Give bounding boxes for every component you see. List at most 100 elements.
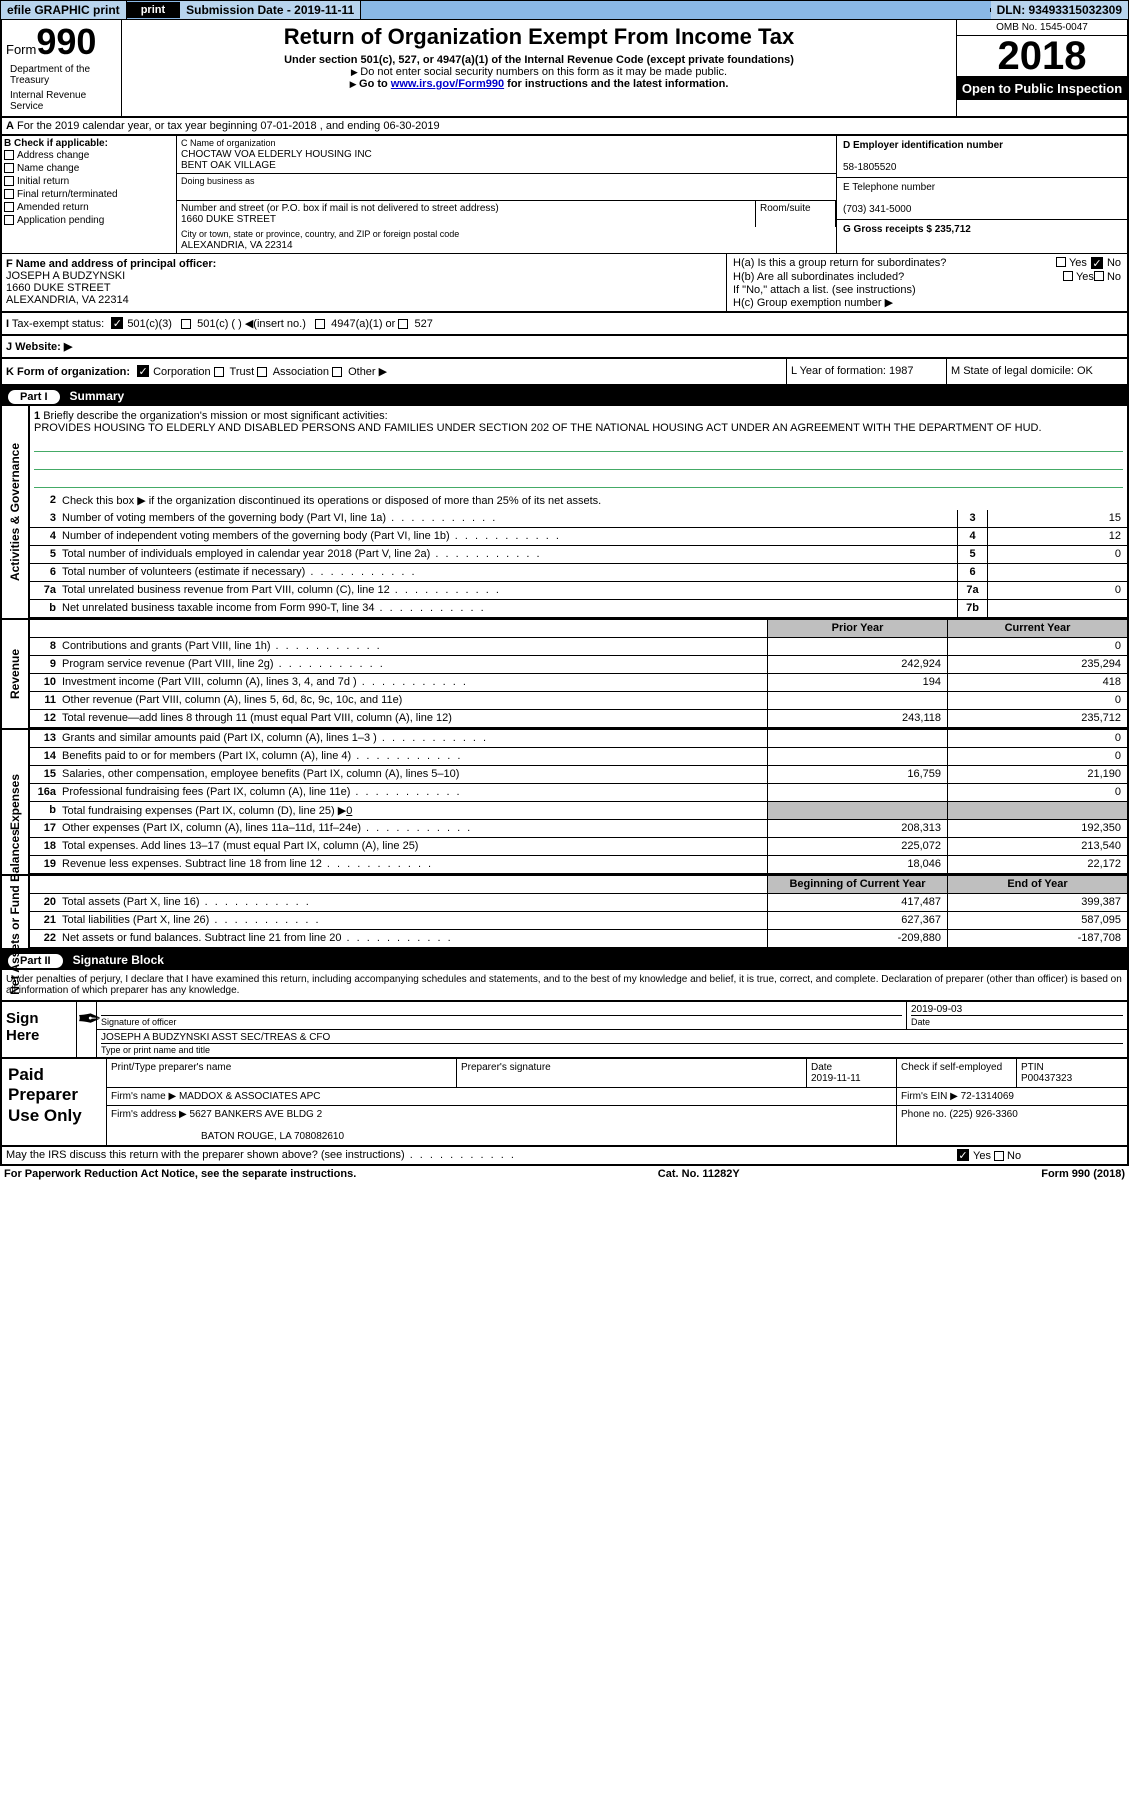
col-h-group: H(a) Is this a group return for subordin… xyxy=(727,254,1127,311)
i-label: Tax-exempt status: xyxy=(12,318,104,330)
phone-label: E Telephone number xyxy=(843,182,935,193)
ein-value: 58-1805520 xyxy=(843,162,896,173)
j-label: J Website: ▶ xyxy=(6,341,72,353)
cat-no: Cat. No. 11282Y xyxy=(658,1168,740,1180)
ha-no: No xyxy=(1107,257,1121,269)
col-c-org: C Name of organizationCHOCTAW VOA ELDERL… xyxy=(177,136,837,253)
part2-title: Signature Block xyxy=(73,953,164,967)
part2-header: Part IISignature Block xyxy=(0,950,1129,970)
col-d-right: D Employer identification number 58-18055… xyxy=(837,136,1127,253)
ptin-label: PTIN xyxy=(1021,1062,1044,1073)
opt-501c: 501(c) ( ) ◀(insert no.) xyxy=(197,318,306,330)
section-fh: F Name and address of principal officer:… xyxy=(0,253,1129,313)
hdr-prior: Prior Year xyxy=(767,620,947,637)
officer-name: JOSEPH A BUDZYNSKI xyxy=(6,270,125,282)
sign-here-section: Sign Here ✒ Signature of officer 2019-09… xyxy=(0,1002,1129,1059)
line9: Program service revenue (Part VIII, line… xyxy=(58,656,767,673)
hc-label: H(c) Group exemption number ▶ xyxy=(733,296,1121,309)
sig-date-label: Date xyxy=(911,1015,1123,1027)
print-button[interactable]: print xyxy=(127,2,180,18)
e22: -187,708 xyxy=(947,930,1127,947)
form-title: Return of Organization Exempt From Incom… xyxy=(126,24,952,50)
line10: Investment income (Part VIII, column (A)… xyxy=(58,674,767,691)
dln-label: DLN: 93493315032309 xyxy=(991,1,1128,19)
street-addr: 1660 DUKE STREET xyxy=(181,214,276,225)
phone-value: (703) 341-5000 xyxy=(843,204,911,215)
footer: For Paperwork Reduction Act Notice, see … xyxy=(0,1166,1129,1182)
opt-4947: 4947(a)(1) or xyxy=(331,318,395,330)
ptin-value: P00437323 xyxy=(1021,1073,1072,1084)
hdr-end: End of Year xyxy=(947,876,1127,893)
discuss-yesno[interactable]: ✓Yes No xyxy=(947,1147,1127,1164)
p11 xyxy=(767,692,947,709)
vlabel-revenue: Revenue xyxy=(2,620,30,728)
form-subtitle: Under section 501(c), 527, or 4947(a)(1)… xyxy=(126,54,952,66)
f-label: F Name and address of principal officer: xyxy=(6,258,216,270)
cb-pending[interactable]: Application pending xyxy=(4,214,174,227)
cb-amended[interactable]: Amended return xyxy=(4,201,174,214)
line1-label: Briefly describe the organization's miss… xyxy=(43,410,387,422)
val7a: 0 xyxy=(987,582,1127,599)
form-number-box: Form990 Department of the Treasury Inter… xyxy=(2,20,122,116)
line6: Total number of volunteers (estimate if … xyxy=(58,564,957,581)
paid-preparer-label: Paid Preparer Use Only xyxy=(2,1059,107,1145)
cb-initial[interactable]: Initial return xyxy=(4,175,174,188)
col-f-officer: F Name and address of principal officer:… xyxy=(2,254,727,311)
line2: Check this box ▶ if the organization dis… xyxy=(58,492,1127,510)
irs-link[interactable]: www.irs.gov/Form990 xyxy=(391,78,504,90)
line11: Other revenue (Part VIII, column (A), li… xyxy=(58,692,767,709)
line12: Total revenue—add lines 8 through 11 (mu… xyxy=(58,710,767,727)
p17: 208,313 xyxy=(767,820,947,837)
c16a: 0 xyxy=(947,784,1127,801)
p13 xyxy=(767,730,947,747)
line5: Total number of individuals employed in … xyxy=(58,546,957,563)
declaration-text: Under penalties of perjury, I declare th… xyxy=(0,970,1129,1002)
netassets-section: Net Assets or Fund Balances Beginning of… xyxy=(0,876,1129,950)
omb-column: OMB No. 1545-0047 2018 Open to Public In… xyxy=(957,20,1127,116)
sign-here-label: Sign Here xyxy=(2,1002,77,1057)
val5: 0 xyxy=(987,546,1127,563)
b-header: B Check if applicable: xyxy=(4,138,108,149)
ein-label: D Employer identification number xyxy=(843,140,1003,151)
hdr-begin: Beginning of Current Year xyxy=(767,876,947,893)
part1-title: Summary xyxy=(70,389,125,403)
public-inspection: Open to Public Inspection xyxy=(957,77,1127,100)
c17: 192,350 xyxy=(947,820,1127,837)
c18: 213,540 xyxy=(947,838,1127,855)
vlabel-activities: Activities & Governance xyxy=(2,406,30,618)
sig-date: 2019-09-03 xyxy=(911,1004,962,1015)
org-name2: BENT OAK VILLAGE xyxy=(181,160,276,171)
col-b-checkboxes: B Check if applicable: Address change Na… xyxy=(2,136,177,253)
cb-address[interactable]: Address change xyxy=(4,149,174,162)
vlabel-netassets: Net Assets or Fund Balances xyxy=(2,876,30,948)
mission-block: 1 Briefly describe the organization's mi… xyxy=(30,406,1127,492)
hb-note: If "No," attach a list. (see instruction… xyxy=(733,284,1121,296)
line22: Net assets or fund balances. Subtract li… xyxy=(58,930,767,947)
p8 xyxy=(767,638,947,655)
c12: 235,712 xyxy=(947,710,1127,727)
part1-header: Part I Summary xyxy=(0,386,1129,406)
sig-name: JOSEPH A BUDZYNSKI ASST SEC/TREAS & CFO xyxy=(101,1032,330,1043)
row-a: A For the 2019 calendar year, or tax yea… xyxy=(0,118,1129,136)
b22: -209,880 xyxy=(767,930,947,947)
hdr-current: Current Year xyxy=(947,620,1127,637)
self-employed-check[interactable]: Check if self-employed xyxy=(897,1059,1017,1087)
hb-label: H(b) Are all subordinates included? xyxy=(733,271,1063,283)
line14: Benefits paid to or for members (Part IX… xyxy=(58,748,767,765)
sign-arrow-icon: ✒ xyxy=(77,1002,97,1057)
cb-name[interactable]: Name change xyxy=(4,162,174,175)
501c3-checked: ✓ xyxy=(111,317,123,329)
part1-pill: Part I xyxy=(8,390,60,404)
gross-receipts: G Gross receipts $ 235,712 xyxy=(843,224,971,235)
line13: Grants and similar amounts paid (Part IX… xyxy=(58,730,767,747)
firm-ein-label: Firm's EIN ▶ xyxy=(901,1091,958,1102)
activities-section: Activities & Governance 1 Briefly descri… xyxy=(0,406,1129,620)
p12: 243,118 xyxy=(767,710,947,727)
efile-label: efile GRAPHIC print xyxy=(1,1,127,19)
dept-treasury: Department of the Treasury xyxy=(6,60,117,86)
line21: Total liabilities (Part X, line 26) xyxy=(58,912,767,929)
line17: Other expenses (Part IX, column (A), lin… xyxy=(58,820,767,837)
cb-final[interactable]: Final return/terminated xyxy=(4,188,174,201)
b20: 417,487 xyxy=(767,894,947,911)
firm-addr-label: Firm's address ▶ xyxy=(111,1109,187,1120)
